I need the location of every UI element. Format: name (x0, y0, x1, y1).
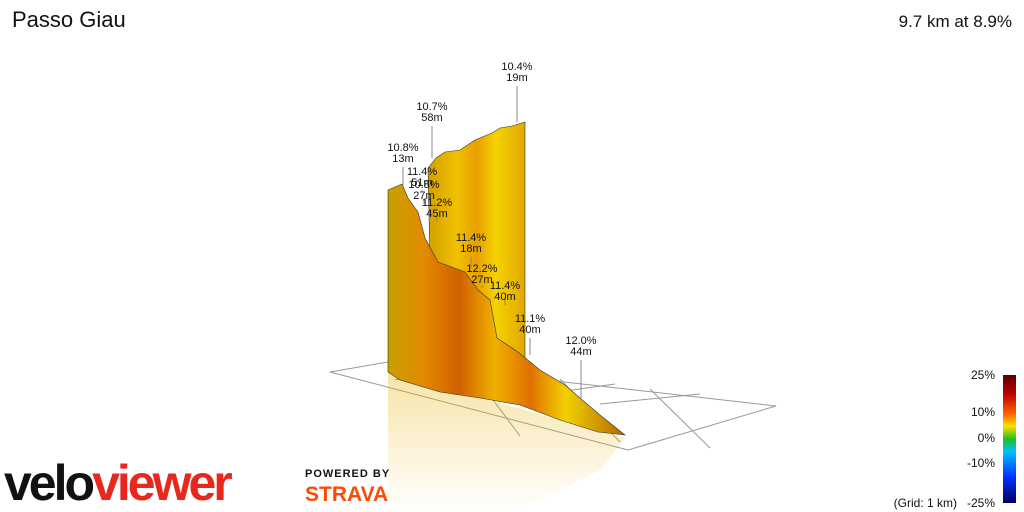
annotation-grade: 12.2% (466, 263, 497, 275)
annotation-length: 44m (570, 346, 591, 358)
colour-scale: 25% 10% 0% -10% -25% (Grid: 1 km) (894, 368, 1016, 510)
front-wall (387, 183, 626, 436)
powered-by: POWERED BY (305, 468, 390, 480)
annotation-grade: 11.4% (407, 166, 438, 178)
annotation-length: 51m (411, 177, 432, 189)
annotation-grade: 11.1% (515, 313, 546, 325)
scale-label: 0% (978, 431, 996, 445)
scale-label: 10% (971, 405, 995, 419)
annotation-length: 45m (426, 208, 447, 220)
scale-label: -10% (967, 456, 995, 470)
annotation-length: 13m (392, 153, 413, 165)
scale-label: -25% (967, 496, 995, 510)
grid-note: (Grid: 1 km) (894, 496, 957, 510)
scale-label: 25% (971, 368, 995, 382)
annotation-length: 40m (494, 291, 515, 303)
logo-viewer: viewer (92, 455, 232, 511)
annotation-grade: 10.8% (408, 179, 439, 191)
annotation-length: 27m (471, 274, 492, 286)
annotation-grade: 12.0% (565, 335, 596, 347)
annotation-length: 40m (519, 324, 540, 336)
reflection (388, 372, 625, 512)
strava: STRAVA (305, 483, 388, 506)
annotation-length: 58m (421, 112, 442, 124)
summary: 9.7 km at 8.9% (899, 12, 1012, 31)
annotation-grade: 10.4% (501, 61, 532, 73)
annotation-grade: 11.2% (422, 197, 453, 209)
annotation-length: 19m (506, 72, 527, 84)
annotation-grade: 11.4% (490, 280, 521, 292)
logo-text: veloviewer (4, 455, 232, 511)
annotation-grade: 10.8% (387, 142, 418, 154)
annotation-length: 18m (460, 243, 481, 255)
logo: veloviewer POWERED BY STRAVA (4, 455, 390, 511)
annotation-grade: 11.4% (456, 232, 487, 244)
logo-velo: velo (4, 455, 94, 511)
annotation-length: 27m (413, 190, 434, 202)
title: Passo Giau (12, 7, 126, 32)
annotations: 10.4%19m10.7%58m10.8%13m11.4%51m10.8%27m… (387, 61, 597, 398)
annotation-grade: 10.7% (416, 101, 447, 113)
